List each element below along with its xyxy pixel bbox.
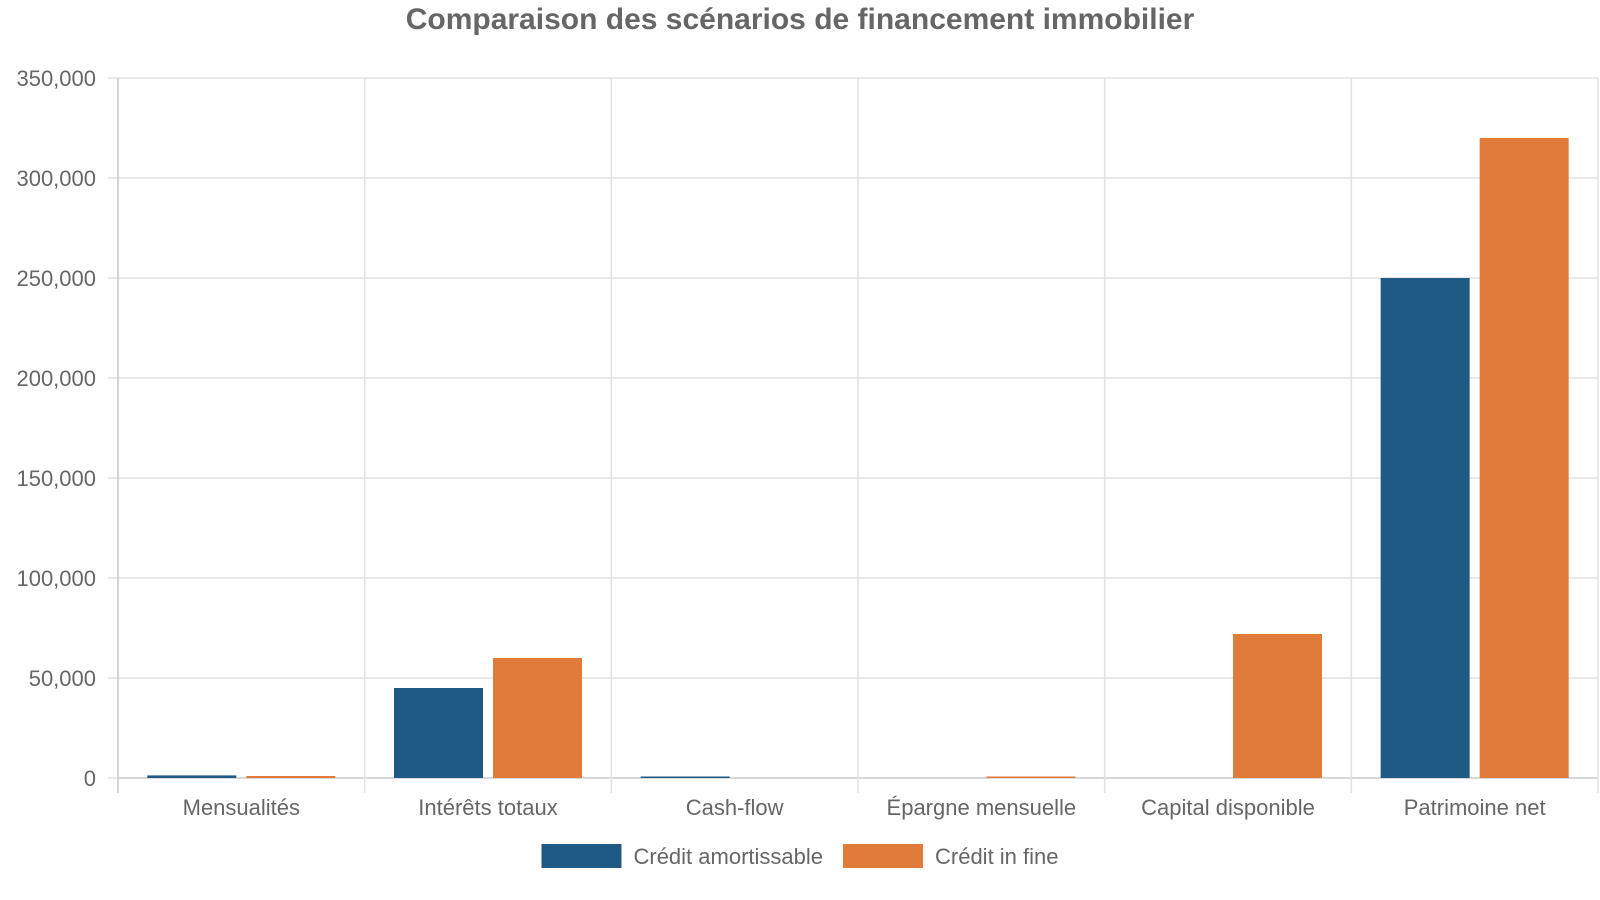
chart-title: Comparaison des scénarios de financement… xyxy=(406,3,1195,36)
bar-in-fine xyxy=(246,776,336,778)
y-tick-label: 100,000 xyxy=(16,566,96,591)
x-tick-label: Intérêts totaux xyxy=(418,795,557,820)
bar-in-fine xyxy=(1479,138,1569,778)
y-tick-label: 50,000 xyxy=(29,666,96,691)
legend-swatch xyxy=(541,844,622,868)
legend-item-amortissable[interactable]: Crédit amortissable xyxy=(541,844,823,869)
bars xyxy=(147,138,1569,778)
x-axis: Mensualités Intérêts totaux Cash-flow Éparg… xyxy=(183,795,1546,820)
x-tick-label: Capital disponible xyxy=(1141,795,1315,820)
bar-amortissable xyxy=(147,775,237,778)
bar-in-fine xyxy=(986,776,1076,778)
x-tick-label: Épargne mensuelle xyxy=(887,795,1077,820)
legend-item-in-fine[interactable]: Crédit in fine xyxy=(843,844,1059,869)
legend: Crédit amortissable Crédit in fine xyxy=(541,844,1059,869)
bar-amortissable xyxy=(640,776,730,778)
bar-amortissable xyxy=(1380,278,1470,778)
bar-amortissable xyxy=(394,688,483,778)
y-tick-label: 250,000 xyxy=(16,266,96,291)
x-tick-label: Cash-flow xyxy=(686,795,784,820)
bar-in-fine xyxy=(1233,634,1322,778)
grid xyxy=(117,77,1599,793)
y-tick-label: 200,000 xyxy=(16,366,96,391)
legend-label: Crédit in fine xyxy=(935,844,1059,869)
y-tick-label: 0 xyxy=(84,766,96,791)
y-tick-label: 300,000 xyxy=(16,166,96,191)
y-axis: 0 50,000 100,000 150,000 200,000 250,000 300,0… xyxy=(16,66,119,793)
y-tick-label: 350,000 xyxy=(16,66,96,91)
y-tick-label: 150,000 xyxy=(16,466,96,491)
x-tick-label: Mensualités xyxy=(183,795,300,820)
legend-swatch xyxy=(843,844,923,868)
x-tick-label: Patrimoine net xyxy=(1404,795,1546,820)
bar-in-fine xyxy=(493,658,582,778)
legend-label: Crédit amortissable xyxy=(633,844,823,869)
